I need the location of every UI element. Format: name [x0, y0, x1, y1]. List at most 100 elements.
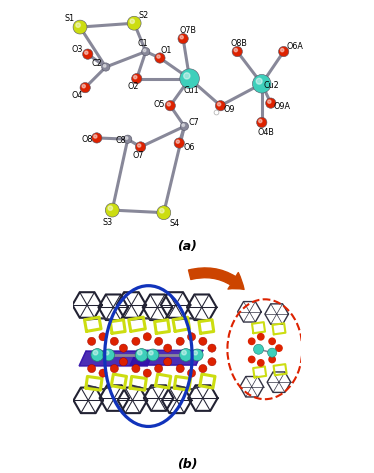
- Polygon shape: [130, 350, 203, 365]
- Circle shape: [99, 369, 107, 377]
- Text: Cu2: Cu2: [264, 80, 279, 89]
- Circle shape: [280, 48, 284, 52]
- Circle shape: [138, 350, 142, 355]
- Circle shape: [187, 369, 196, 377]
- Circle shape: [93, 350, 98, 355]
- Circle shape: [142, 47, 150, 56]
- Circle shape: [180, 35, 183, 39]
- Circle shape: [163, 344, 172, 352]
- Circle shape: [258, 359, 264, 366]
- Circle shape: [182, 124, 185, 126]
- Circle shape: [143, 49, 146, 52]
- Circle shape: [217, 103, 221, 106]
- Text: O6: O6: [183, 143, 195, 152]
- Circle shape: [160, 209, 164, 213]
- Circle shape: [163, 358, 172, 366]
- Circle shape: [279, 46, 289, 57]
- Text: O9: O9: [223, 105, 234, 114]
- Circle shape: [103, 64, 106, 67]
- Circle shape: [105, 203, 119, 217]
- Circle shape: [178, 34, 188, 44]
- Circle shape: [269, 356, 275, 363]
- Circle shape: [257, 117, 267, 128]
- Circle shape: [88, 365, 96, 373]
- Text: O6A: O6A: [286, 43, 303, 52]
- Circle shape: [176, 365, 184, 373]
- Circle shape: [269, 338, 275, 344]
- Circle shape: [199, 337, 207, 345]
- Circle shape: [82, 85, 85, 88]
- Circle shape: [232, 46, 242, 57]
- Text: C8: C8: [115, 136, 126, 145]
- Circle shape: [147, 349, 159, 361]
- Circle shape: [99, 333, 107, 341]
- Circle shape: [208, 358, 216, 366]
- Text: O9A: O9A: [273, 102, 290, 111]
- Circle shape: [276, 345, 282, 351]
- Circle shape: [193, 351, 197, 355]
- Circle shape: [215, 101, 226, 111]
- Circle shape: [176, 140, 180, 143]
- Circle shape: [157, 55, 160, 58]
- Text: S4: S4: [169, 219, 180, 228]
- Circle shape: [135, 349, 148, 361]
- Circle shape: [110, 337, 119, 345]
- Circle shape: [249, 356, 255, 363]
- Circle shape: [157, 206, 171, 219]
- Circle shape: [258, 333, 264, 340]
- Circle shape: [125, 137, 128, 140]
- Circle shape: [259, 119, 262, 123]
- Circle shape: [143, 333, 151, 341]
- Circle shape: [174, 138, 184, 148]
- Polygon shape: [79, 351, 154, 366]
- Circle shape: [132, 365, 140, 373]
- Circle shape: [180, 69, 199, 88]
- Circle shape: [208, 344, 216, 352]
- Circle shape: [94, 135, 97, 138]
- Text: S1: S1: [64, 14, 74, 23]
- Circle shape: [85, 51, 88, 54]
- Circle shape: [73, 20, 87, 34]
- Circle shape: [88, 337, 96, 345]
- Text: O7B: O7B: [179, 26, 196, 35]
- Circle shape: [138, 144, 141, 147]
- Text: (b): (b): [177, 458, 197, 471]
- Circle shape: [182, 350, 186, 355]
- Text: O4B: O4B: [258, 128, 275, 137]
- Text: O2: O2: [127, 82, 139, 91]
- Circle shape: [191, 349, 203, 361]
- Circle shape: [180, 349, 192, 361]
- Text: O7: O7: [132, 151, 144, 160]
- Circle shape: [132, 337, 140, 345]
- Circle shape: [254, 344, 264, 354]
- Circle shape: [102, 63, 110, 71]
- Circle shape: [119, 344, 128, 352]
- Text: C7: C7: [188, 118, 199, 127]
- Text: (a): (a): [177, 240, 197, 253]
- Circle shape: [256, 78, 262, 84]
- Circle shape: [119, 358, 128, 366]
- Circle shape: [127, 16, 141, 30]
- Circle shape: [130, 19, 134, 24]
- Text: O3: O3: [71, 45, 83, 54]
- Circle shape: [180, 122, 188, 131]
- Circle shape: [266, 98, 276, 108]
- Circle shape: [76, 23, 80, 27]
- Circle shape: [176, 337, 184, 345]
- Circle shape: [134, 76, 137, 79]
- Circle shape: [154, 337, 163, 345]
- Circle shape: [165, 101, 175, 111]
- Circle shape: [149, 351, 153, 355]
- Circle shape: [135, 142, 146, 152]
- Circle shape: [123, 135, 132, 143]
- Text: O4: O4: [72, 91, 83, 100]
- Text: O8: O8: [81, 135, 93, 144]
- FancyArrowPatch shape: [188, 268, 244, 289]
- Circle shape: [268, 100, 271, 103]
- Circle shape: [249, 338, 255, 344]
- Circle shape: [167, 103, 171, 106]
- Circle shape: [184, 73, 190, 79]
- Circle shape: [132, 73, 142, 84]
- Circle shape: [199, 365, 207, 373]
- Text: S3: S3: [102, 218, 113, 227]
